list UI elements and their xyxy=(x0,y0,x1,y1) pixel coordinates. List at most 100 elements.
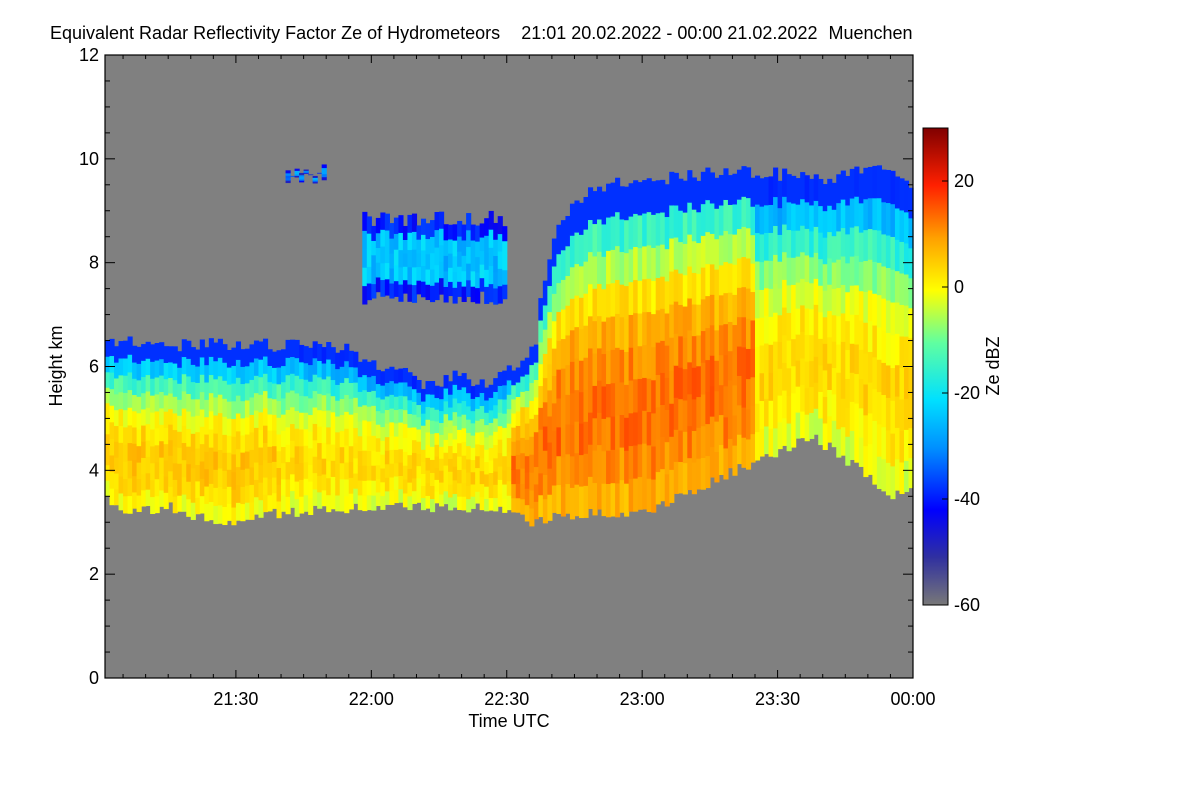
echo-cell xyxy=(303,461,309,479)
echo-cell xyxy=(718,264,725,296)
echo-cell xyxy=(493,417,499,432)
echo-cell xyxy=(610,182,616,217)
echo-cell xyxy=(163,459,169,477)
echo-column xyxy=(308,347,314,516)
echo-cell xyxy=(800,251,806,279)
echo-cell xyxy=(755,260,761,290)
echo-cell xyxy=(655,212,661,246)
echo-cell xyxy=(461,255,467,272)
echo-cell xyxy=(290,423,296,441)
echo-cell xyxy=(416,266,422,281)
echo-cell xyxy=(673,172,679,206)
echo-cell xyxy=(520,406,526,423)
echo-cell xyxy=(466,229,472,247)
echo-cell xyxy=(457,389,463,404)
y-axis-label: Height km xyxy=(46,325,66,406)
echo-cell xyxy=(885,397,892,431)
echo-cell xyxy=(615,415,621,450)
echo-cell xyxy=(903,367,910,399)
echo-cell xyxy=(439,277,445,295)
echo-cell xyxy=(420,449,427,462)
echo-cell xyxy=(845,204,851,235)
echo-cell xyxy=(312,472,318,490)
echo-cell xyxy=(118,459,124,477)
echo-cell xyxy=(854,343,860,375)
echo-cell xyxy=(732,264,738,295)
echo-column xyxy=(407,372,413,511)
echo-cell xyxy=(150,496,156,515)
echo-cell xyxy=(150,411,156,430)
echo-column xyxy=(556,224,562,514)
echo-cell xyxy=(290,356,296,374)
echo-cell xyxy=(533,414,539,433)
echo-cell xyxy=(867,197,873,230)
echo-cell xyxy=(430,498,436,513)
echo-cell xyxy=(407,427,413,442)
echo-cell xyxy=(709,172,715,204)
echo-cell xyxy=(587,444,594,477)
echo-cell xyxy=(709,263,715,295)
echo-cell xyxy=(511,384,517,400)
echo-cell xyxy=(524,455,530,473)
echo-cell xyxy=(294,428,300,447)
echo-cell xyxy=(326,443,332,462)
echo-cell xyxy=(538,472,544,496)
echo-cell xyxy=(154,478,160,497)
echo-cell xyxy=(244,468,251,486)
echo-cell xyxy=(353,412,359,429)
echo-cell xyxy=(894,364,901,397)
echo-cell xyxy=(610,349,616,384)
echo-cell xyxy=(691,430,697,463)
echo-cell xyxy=(199,374,205,393)
echo-cell xyxy=(764,287,770,316)
echo-cell xyxy=(181,425,187,444)
echo-cell xyxy=(109,405,115,423)
echo-cell xyxy=(420,218,427,235)
colorbar: 200-20-40-60 Ze dBZ xyxy=(922,127,1003,615)
echo-cell xyxy=(872,420,878,453)
colorbar-strip xyxy=(922,127,949,606)
echo-cell xyxy=(457,456,463,470)
echo-cell xyxy=(186,481,192,500)
echo-cell xyxy=(606,316,612,351)
echo-cell xyxy=(425,482,431,496)
echo-cell xyxy=(664,248,670,282)
echo-column xyxy=(782,168,788,446)
echo-cell xyxy=(213,414,219,434)
echo-cell xyxy=(732,294,738,326)
echo-cell xyxy=(506,437,512,453)
echo-cell xyxy=(574,295,580,328)
echo-cell xyxy=(700,171,706,205)
echo-column xyxy=(231,347,237,526)
echo-cell xyxy=(836,343,842,373)
echo-cell xyxy=(732,234,738,265)
echo-column xyxy=(791,175,797,448)
echo-cell xyxy=(827,389,833,417)
echo-cell xyxy=(615,313,621,348)
echo-cell xyxy=(276,350,282,368)
echo-cell xyxy=(339,494,345,512)
echo-column xyxy=(822,184,828,450)
echo-cell xyxy=(430,407,436,421)
echo-column xyxy=(529,346,535,527)
echo-cell xyxy=(854,255,860,286)
echo-cell xyxy=(669,370,675,404)
echo-cell xyxy=(800,225,806,253)
echo-cell xyxy=(208,356,214,376)
echo-cell xyxy=(344,428,350,446)
echo-column xyxy=(565,215,571,514)
echo-cell xyxy=(750,291,756,321)
echo-cell xyxy=(353,488,359,504)
echo-cell xyxy=(849,343,855,373)
echo-cell xyxy=(163,492,169,510)
echo-cell xyxy=(244,382,251,401)
echo-cell xyxy=(416,428,422,442)
echo-cell xyxy=(858,173,864,204)
echo-cell xyxy=(903,211,910,244)
echo-column xyxy=(371,360,377,511)
echo-cell xyxy=(497,492,503,507)
echo-cell xyxy=(407,399,413,414)
echo-cell xyxy=(691,177,697,210)
echo-cell xyxy=(484,461,490,475)
echo-cell xyxy=(745,197,752,229)
